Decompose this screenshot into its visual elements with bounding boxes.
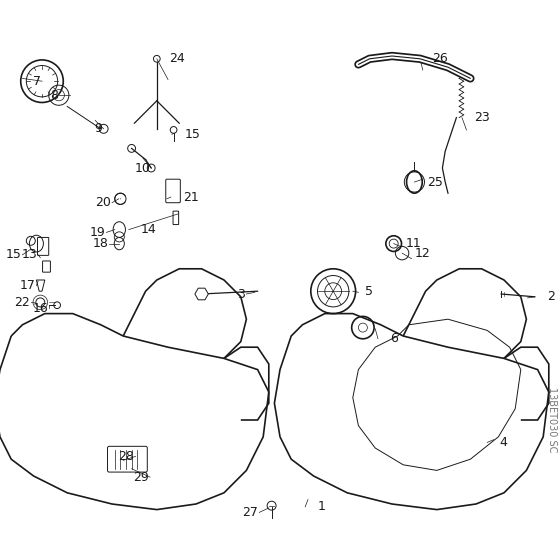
Text: 11: 11 bbox=[406, 237, 422, 250]
Text: 13: 13 bbox=[21, 248, 37, 262]
Text: 12: 12 bbox=[414, 246, 430, 260]
Text: 18: 18 bbox=[92, 237, 108, 250]
Text: 24: 24 bbox=[169, 52, 185, 66]
Text: 25: 25 bbox=[427, 175, 442, 189]
Text: 13BET030 SC: 13BET030 SC bbox=[547, 388, 557, 452]
Text: 20: 20 bbox=[95, 196, 111, 209]
Text: 10: 10 bbox=[134, 161, 150, 175]
Text: 3: 3 bbox=[237, 287, 245, 301]
Text: 8: 8 bbox=[50, 88, 58, 102]
Text: 15: 15 bbox=[184, 128, 200, 141]
Text: 21: 21 bbox=[183, 190, 199, 204]
Text: 26: 26 bbox=[432, 52, 448, 66]
Text: 7: 7 bbox=[33, 74, 41, 88]
Text: 5: 5 bbox=[365, 284, 373, 298]
Text: 1: 1 bbox=[318, 500, 325, 514]
Text: 27: 27 bbox=[242, 506, 258, 519]
Text: 2: 2 bbox=[547, 290, 555, 304]
Text: 17: 17 bbox=[20, 279, 35, 292]
Polygon shape bbox=[195, 288, 208, 300]
Text: 9: 9 bbox=[95, 122, 102, 136]
Text: 4: 4 bbox=[500, 436, 507, 449]
Text: 28: 28 bbox=[119, 450, 134, 463]
Text: 6: 6 bbox=[390, 332, 398, 346]
Text: 15: 15 bbox=[6, 248, 21, 262]
Text: 23: 23 bbox=[474, 111, 490, 124]
Text: 22: 22 bbox=[14, 296, 30, 309]
Text: 16: 16 bbox=[32, 301, 48, 315]
Text: 29: 29 bbox=[133, 470, 149, 484]
Text: 19: 19 bbox=[90, 226, 105, 239]
Text: 14: 14 bbox=[141, 223, 157, 236]
